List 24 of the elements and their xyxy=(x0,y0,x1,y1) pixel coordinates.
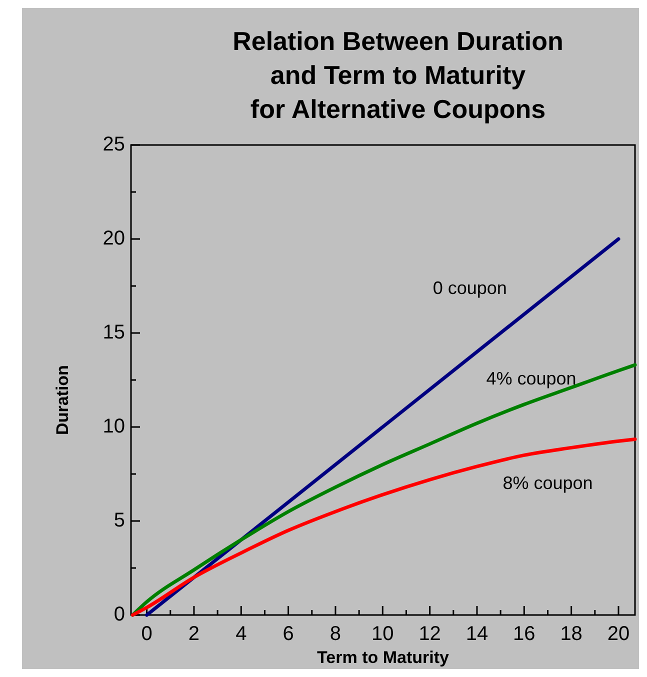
y-tick-label: 15 xyxy=(102,321,125,344)
x-tick-label: 2 xyxy=(188,623,200,645)
x-tick-label: 14 xyxy=(466,623,488,645)
y-axis-title: Duration xyxy=(53,365,72,435)
y-tick-label: 10 xyxy=(102,415,125,438)
x-tick-label: 18 xyxy=(560,623,582,645)
y-tick-label: 0 xyxy=(114,603,125,626)
y-tick-label: 5 xyxy=(114,509,125,532)
x-tick-label: 6 xyxy=(282,623,294,645)
x-tick-label: 4 xyxy=(236,623,247,645)
x-tick-label: 12 xyxy=(418,623,441,645)
series-label: 8% coupon xyxy=(502,473,593,494)
x-tick-label: 0 xyxy=(141,623,152,645)
series-label: 4% coupon xyxy=(486,368,576,389)
y-tick-label: 25 xyxy=(102,133,125,156)
x-axis-title: Term to Maturity xyxy=(317,648,450,667)
x-tick-label: 10 xyxy=(372,623,394,645)
y-tick-label: 20 xyxy=(102,227,125,250)
x-tick-label: 8 xyxy=(330,623,342,645)
series-label: 0 coupon xyxy=(432,278,507,298)
line-series xyxy=(130,437,637,617)
chart-title: Relation Between Duration and Term to Maturity for Alternative Coupons xyxy=(232,26,564,124)
x-tick-label: 20 xyxy=(607,623,630,645)
x-tick-label: 16 xyxy=(513,623,536,645)
